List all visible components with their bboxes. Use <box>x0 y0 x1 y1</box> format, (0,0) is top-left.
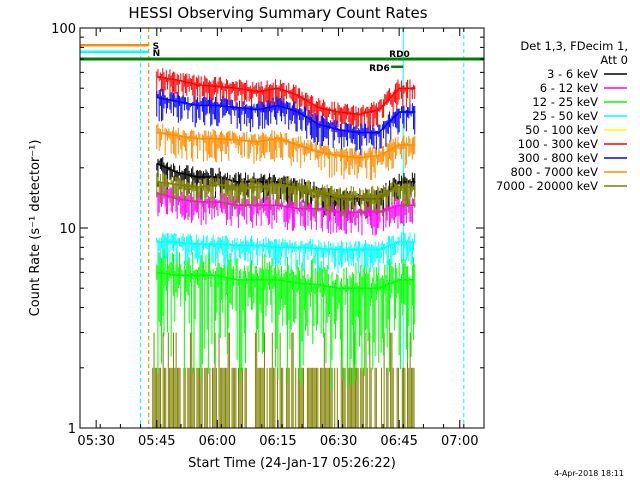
x-tick-label: 06:15 <box>259 434 296 449</box>
legend-entry-label: 25 - 50 keV <box>532 109 598 123</box>
flag-label: N <box>153 49 161 59</box>
series-100-300-kev <box>156 68 416 136</box>
series-12-25-kev <box>156 247 416 391</box>
y-axis-label: Count Rate (s⁻¹ detector⁻¹) <box>28 140 43 317</box>
chart-title: HESSI Observing Summary Count Rates <box>128 4 427 22</box>
series-7000-20000-kev <box>156 172 416 220</box>
flag-label: S <box>153 42 159 52</box>
series-300-800-kev <box>156 88 416 156</box>
legend-header: Att 0 <box>600 53 628 67</box>
legend-entry-label: 7000 - 20000 keV <box>496 179 598 193</box>
x-tick-label: 07:00 <box>441 434 478 449</box>
y-tick-label: 100 <box>51 22 76 37</box>
y-tick-label: 1 <box>68 422 76 437</box>
x-tick-label: 06:45 <box>380 434 417 449</box>
legend-entry-label: 3 - 6 keV <box>547 67 598 81</box>
legend-entry-label: 300 - 800 keV <box>518 151 598 165</box>
legend-entry-label: 50 - 100 keV <box>525 123 598 137</box>
flag-label: RD6 <box>369 64 390 74</box>
x-axis-label: Start Time (24-Jan-17 05:26:22) <box>188 456 396 471</box>
x-tick-label: 05:45 <box>138 434 175 449</box>
legend-entry-label: 6 - 12 keV <box>540 81 598 95</box>
footer-timestamp: 4-Apr-2018 18:11 <box>554 469 624 478</box>
legend-entry-label: 100 - 300 keV <box>518 137 598 151</box>
legend-header: Det 1,3, FDecim 1, <box>520 39 628 53</box>
y-tick-label: 10 <box>59 222 76 237</box>
legend-entry-label: 800 - 7000 keV <box>510 165 598 179</box>
series-800-7000-kev <box>156 123 416 180</box>
x-tick-label: 06:00 <box>199 434 236 449</box>
flag-label: RD0 <box>389 50 410 60</box>
series-25-50-kev <box>156 232 416 274</box>
x-tick-label: 06:30 <box>320 434 357 449</box>
x-tick-label: 05:30 <box>77 434 114 449</box>
legend-entry-label: 12 - 25 keV <box>532 95 598 109</box>
plot-area: SN RD0 RD6 05:30 05:45 06:00 06:15 06:30 06:45 07… <box>51 22 485 449</box>
